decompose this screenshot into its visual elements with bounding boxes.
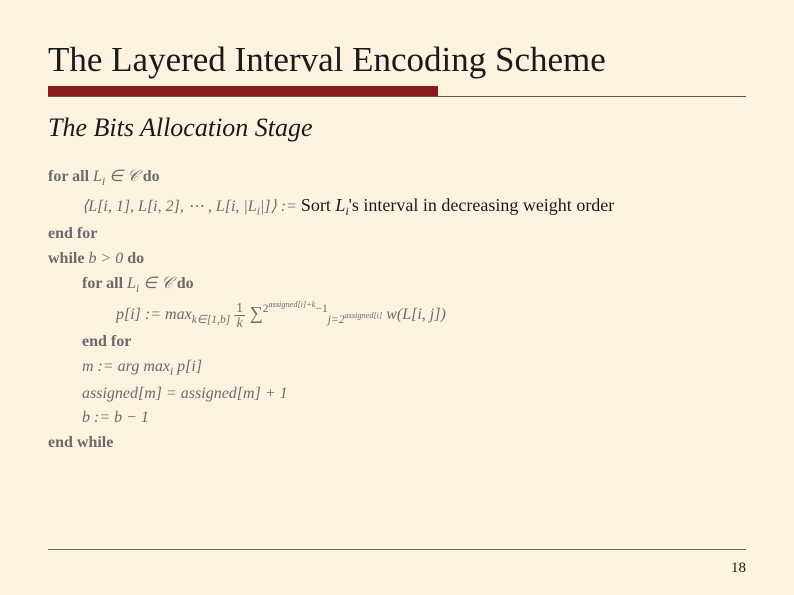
- kw-forall2: for all: [82, 275, 127, 292]
- expr-w: w(L[i, j]): [382, 306, 446, 323]
- algo-line-11: end while: [48, 431, 746, 456]
- page-number: 18: [731, 560, 746, 577]
- algo-line-10: b := b − 1: [48, 406, 746, 431]
- sum-hi-exp: assigned[i]+k: [268, 301, 315, 310]
- sub-k-range: k∈[1,b]: [192, 314, 231, 326]
- algo-line-7: end for: [48, 330, 746, 355]
- kw-do3: do: [177, 275, 194, 292]
- annot-L: L: [335, 195, 345, 215]
- expr-sort-lhs-b: |]⟩ :=: [260, 198, 301, 215]
- kw-do2: do: [127, 250, 144, 267]
- expr-in-C2: ∈ 𝒞: [139, 275, 177, 292]
- algo-line-6: p[i] := maxk∈[1,b] 1k ∑2assigned[i]+k−1j…: [48, 299, 746, 330]
- expr-argmax-a: m := arg max: [82, 358, 170, 375]
- sum-lo-exp: assigned[i]: [344, 311, 382, 320]
- algo-line-1: for all Li ∈ 𝒞 do: [48, 165, 746, 192]
- slide-title: The Layered Interval Encoding Scheme: [48, 40, 746, 80]
- algorithm-block: for all Li ∈ 𝒞 do ⟨L[i, 1], L[i, 2], ⋯ ,…: [48, 165, 746, 456]
- algo-line-9: assigned[m] = assigned[m] + 1: [48, 382, 746, 407]
- kw-do: do: [143, 168, 160, 185]
- sum-hi-b: −1: [315, 303, 327, 315]
- slide-container: The Layered Interval Encoding Scheme The…: [0, 0, 794, 595]
- expr-sort-lhs-a: ⟨L[i, 1], L[i, 2], ⋯ , L[i, |L: [82, 198, 257, 215]
- sum-lower: j=2assigned[i]: [328, 314, 382, 326]
- algo-line-4: while b > 0 do: [48, 247, 746, 272]
- sym-L: L: [93, 168, 102, 185]
- slide-subtitle: The Bits Allocation Stage: [48, 113, 746, 143]
- annot-sort-a: Sort: [301, 195, 336, 215]
- expr-p-i-max: p[i] := max: [116, 306, 192, 323]
- footer-rule: [48, 549, 746, 550]
- sum-lo-a: j=2: [328, 314, 345, 326]
- frac-den: k: [234, 316, 245, 330]
- algo-line-5: for all Li ∈ 𝒞 do: [48, 272, 746, 299]
- accent-bar: [48, 86, 438, 96]
- fraction: 1k: [234, 301, 245, 329]
- sum-upper: 2assigned[i]+k−1: [263, 303, 328, 315]
- algo-line-3: end for: [48, 222, 746, 247]
- frac-num: 1: [234, 301, 245, 316]
- expr-in-C: ∈ 𝒞: [105, 168, 143, 185]
- expr-argmax-b: p[i]: [173, 358, 202, 375]
- sigma: ∑: [245, 303, 263, 323]
- algo-line-8: m := arg maxi p[i]: [48, 355, 746, 382]
- algo-line-2: ⟨L[i, 1], L[i, 2], ⋯ , L[i, |Li|]⟩ := So…: [48, 192, 746, 222]
- annot-sort-b: 's interval in decreasing weight order: [349, 195, 615, 215]
- title-rule: [48, 96, 746, 97]
- kw-forall: for all: [48, 168, 93, 185]
- expr-b-gt-0: b > 0: [88, 250, 127, 267]
- kw-while: while: [48, 250, 88, 267]
- sym-L2: L: [127, 275, 136, 292]
